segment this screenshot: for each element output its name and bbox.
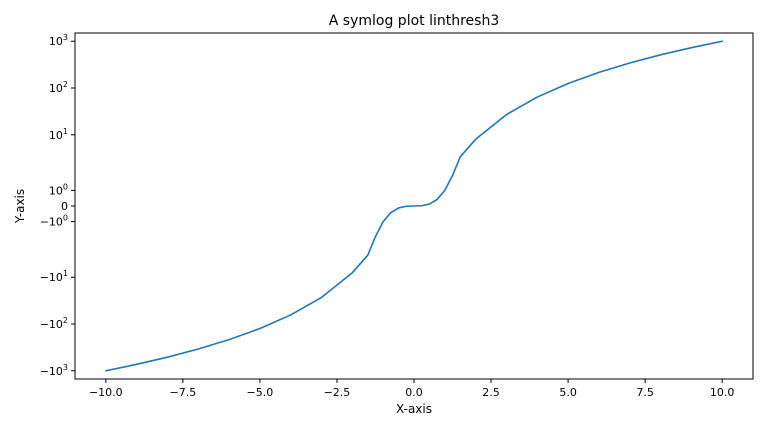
- x-tick-label: 0.0: [405, 386, 423, 399]
- y-tick-label: −102: [40, 316, 68, 331]
- y-tick-base: 10: [49, 129, 63, 142]
- y-tick-label: 100: [49, 182, 68, 197]
- y-tick-label: 103: [49, 33, 68, 48]
- y-tick-exponent: 3: [63, 33, 68, 42]
- x-tick-label: 2.5: [482, 386, 500, 399]
- y-tick-exponent: 1: [63, 269, 68, 278]
- x-tick-label: −2.5: [324, 386, 351, 399]
- y-tick-base: 10: [49, 82, 63, 95]
- y-tick-exponent: 2: [63, 316, 68, 325]
- y-tick-exponent: 0: [63, 182, 68, 191]
- y-tick-label: 101: [49, 127, 68, 142]
- x-tick-label: 7.5: [636, 386, 654, 399]
- y-tick-base: −10: [40, 271, 63, 284]
- x-axis-ticks: −10.0 −7.5 −5.0 −2.5 0.0 2.5 5.0 7.5 10.0: [89, 379, 734, 399]
- y-tick-exponent: 0: [63, 214, 68, 223]
- x-tick-label: 10.0: [710, 386, 735, 399]
- x-tick-label: −7.5: [170, 386, 197, 399]
- x-tick-label: 5.0: [559, 386, 577, 399]
- y-tick-exponent: 1: [63, 127, 68, 136]
- y-tick-exponent: 2: [63, 80, 68, 89]
- y-tick-base: 10: [49, 184, 63, 197]
- x-tick-label: −5.0: [247, 386, 274, 399]
- y-tick-base: −10: [40, 216, 63, 229]
- chart-title: A symlog plot linthresh3: [329, 13, 499, 29]
- y-axis-label: Y-axis: [13, 189, 27, 224]
- y-tick-label: 0: [61, 200, 68, 213]
- y-tick-base: −10: [40, 365, 63, 378]
- y-tick-base: 0: [61, 200, 68, 213]
- y-tick-label: −103: [40, 363, 68, 378]
- series-line: [105, 40, 723, 372]
- y-tick-label: 102: [49, 80, 68, 95]
- y-tick-exponent: 3: [63, 363, 68, 372]
- y-tick-base: −10: [40, 318, 63, 331]
- x-axis-label: X-axis: [396, 402, 432, 416]
- x-tick-label: −10.0: [89, 386, 123, 399]
- y-tick-base: 10: [49, 35, 63, 48]
- series-layer: [105, 40, 723, 372]
- y-tick-label: −100: [40, 214, 68, 229]
- y-tick-label: −101: [40, 269, 68, 284]
